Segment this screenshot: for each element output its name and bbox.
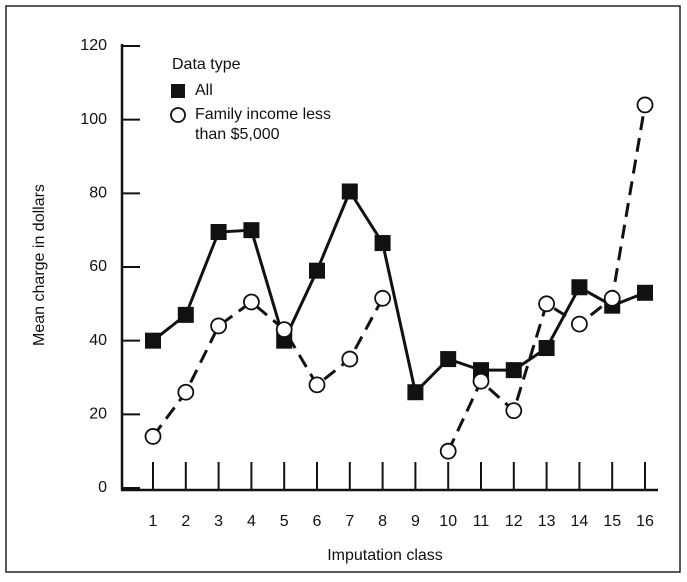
point — [407, 384, 424, 401]
point — [440, 351, 457, 368]
legend-label: All — [195, 82, 213, 99]
point — [144, 428, 162, 445]
point — [636, 96, 654, 114]
point — [538, 340, 555, 357]
y-axis-title: Mean charge in dollars — [31, 184, 48, 346]
legend-title: Data type — [172, 56, 241, 73]
x-tick-label: 10 — [439, 513, 457, 530]
x-tick-label: 3 — [214, 513, 223, 530]
series-line — [151, 104, 647, 452]
point — [571, 279, 588, 296]
y-tick-label: 40 — [89, 332, 107, 349]
x-tick-label: 5 — [280, 513, 289, 530]
y-tick-label: 80 — [89, 185, 107, 202]
frame — [5, 5, 681, 573]
point — [374, 235, 391, 252]
point — [308, 376, 326, 394]
y-tick-label: 20 — [89, 406, 107, 423]
x-tick-label: 13 — [538, 513, 556, 530]
point — [439, 442, 457, 460]
x-tick-label: 12 — [505, 513, 523, 530]
point — [243, 222, 260, 239]
x-tick-label: 1 — [149, 513, 158, 530]
point — [210, 224, 227, 241]
point — [538, 295, 555, 313]
point — [309, 262, 325, 279]
point — [603, 289, 621, 307]
point — [505, 362, 522, 379]
x-tick-label: 15 — [603, 513, 621, 530]
point — [177, 383, 195, 401]
series-line — [152, 188, 646, 396]
legend-label: Family income less than $5,000 — [195, 106, 332, 143]
point — [505, 402, 523, 420]
legend-swatch — [170, 107, 186, 123]
point — [472, 372, 490, 390]
x-tick-label: 14 — [571, 513, 589, 530]
x-tick-label: 7 — [345, 513, 354, 530]
point — [637, 284, 653, 301]
point — [210, 317, 228, 335]
x-tick-label: 16 — [636, 513, 654, 530]
legend-swatch — [171, 84, 185, 98]
point — [242, 293, 260, 311]
point — [275, 321, 293, 339]
x-tick-label: 4 — [247, 513, 256, 530]
y-tick-label: 60 — [89, 258, 107, 275]
point — [374, 289, 392, 307]
point — [145, 332, 161, 349]
point — [571, 315, 588, 333]
x-tick-label: 9 — [411, 513, 420, 530]
x-tick-label: 6 — [313, 513, 322, 530]
y-tick-label: 0 — [98, 479, 107, 496]
y-tick-label: 100 — [80, 111, 107, 128]
x-axis-title: Imputation class — [327, 547, 443, 564]
point — [341, 350, 359, 368]
x-tick-label: 8 — [378, 513, 387, 530]
x-tick-label: 2 — [181, 513, 190, 530]
x-tick-label: 11 — [473, 513, 490, 530]
y-tick-label: 120 — [80, 37, 107, 54]
point — [177, 306, 194, 323]
point — [341, 183, 358, 200]
